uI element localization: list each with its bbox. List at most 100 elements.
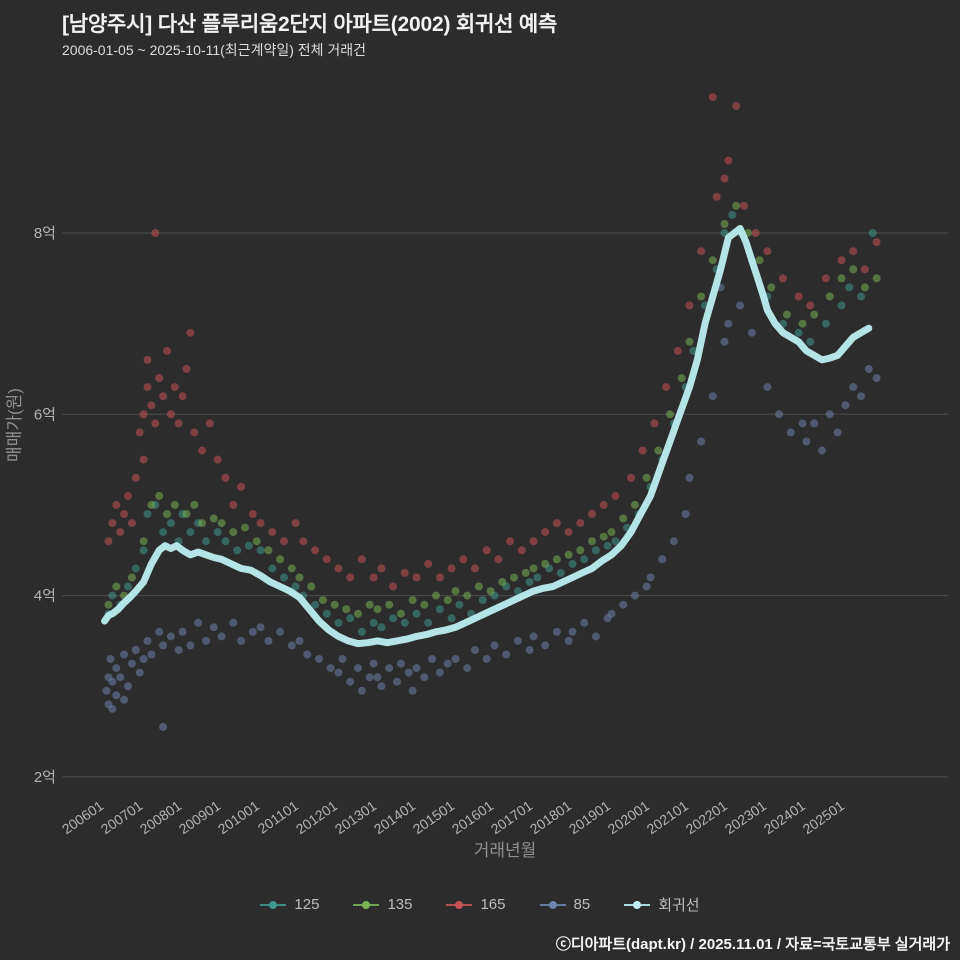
- scatter-point: [217, 519, 226, 528]
- scatter-point: [342, 605, 351, 614]
- scatter-point: [872, 274, 881, 283]
- scatter-point: [159, 392, 168, 401]
- scatter-point: [541, 559, 550, 568]
- scatter-point: [529, 564, 538, 573]
- scatter-point: [837, 301, 846, 310]
- scatter-point: [408, 686, 417, 695]
- scatter-point: [330, 600, 339, 609]
- scatter-point: [377, 682, 386, 691]
- scatter-point: [276, 627, 285, 636]
- scatter-point: [139, 537, 148, 546]
- x-tick-label: 201401: [371, 797, 419, 837]
- scatter-point: [135, 668, 144, 677]
- scatter-point: [841, 401, 850, 410]
- scatter-point: [619, 514, 628, 523]
- scatter-point: [143, 355, 152, 364]
- scatter-point: [334, 668, 343, 677]
- scatter-point: [611, 491, 620, 500]
- legend-item-125[interactable]: 125: [260, 896, 319, 913]
- scatter-point: [112, 664, 121, 673]
- footer-credit: ⓒ디아파트(dapt.kr) / 2025.11.01 / 자료=국토교통부 실…: [555, 936, 950, 953]
- legend-marker-icon: [624, 900, 651, 910]
- scatter-point: [412, 609, 421, 618]
- scatter-point: [420, 673, 429, 682]
- scatter-point: [510, 573, 518, 582]
- scatter-point: [159, 528, 168, 537]
- scatter-point: [588, 510, 596, 518]
- scatter-point: [669, 537, 678, 546]
- x-tick-label: 202101: [644, 797, 692, 837]
- scatter-point: [732, 201, 741, 210]
- scatter-point: [494, 555, 503, 564]
- legend-item-165[interactable]: 165: [446, 896, 506, 913]
- scatter-point: [591, 632, 600, 641]
- scatter-point: [334, 564, 343, 573]
- scatter-point: [654, 446, 663, 455]
- scatter-point: [794, 328, 803, 337]
- scatter-point: [139, 546, 148, 555]
- scatter-point: [108, 519, 117, 528]
- scatter-point: [471, 564, 479, 573]
- legend-label: 125: [294, 896, 320, 913]
- scatter-point: [264, 636, 273, 645]
- scatter-point: [424, 618, 433, 627]
- legend-label: 135: [387, 896, 413, 913]
- scatter-point: [295, 573, 304, 582]
- series-165: [104, 93, 881, 591]
- x-tick-label: 200701: [98, 797, 146, 837]
- scatter-point: [736, 301, 745, 310]
- scatter-point: [580, 555, 589, 564]
- scatter-point: [338, 655, 347, 663]
- chart-legend: 125 135 165 85 회귀선: [0, 894, 960, 915]
- legend-item-135[interactable]: 135: [353, 896, 412, 913]
- scatter-point: [588, 537, 596, 546]
- scatter-point: [849, 265, 858, 274]
- scatter-point: [108, 704, 117, 713]
- scatter-point: [521, 568, 530, 577]
- scatter-point: [354, 609, 362, 618]
- scatter-point: [400, 568, 409, 577]
- scatter-point: [299, 537, 308, 546]
- scatter-point: [120, 510, 129, 518]
- scatter-point: [106, 655, 115, 663]
- scatter-point: [666, 410, 674, 419]
- scatter-point: [396, 659, 405, 668]
- scatter-point: [252, 537, 261, 546]
- scatter-point: [763, 383, 772, 392]
- scatter-point: [860, 265, 869, 274]
- scatter-point: [568, 627, 577, 636]
- legend-item-85[interactable]: 85: [539, 896, 590, 913]
- scatter-point: [755, 256, 764, 265]
- scatter-point: [806, 337, 815, 346]
- scatter-point: [673, 346, 682, 355]
- scatter-point: [658, 555, 667, 564]
- scatter-point: [720, 337, 729, 346]
- scatter-point: [120, 695, 129, 704]
- scatter-point: [174, 419, 183, 428]
- scatter-point: [724, 156, 733, 165]
- scatter-point: [833, 428, 842, 437]
- scatter-point: [708, 93, 717, 102]
- scatter-point: [163, 510, 171, 518]
- scatter-point: [541, 528, 550, 537]
- legend-marker-icon: [353, 900, 380, 910]
- scatter-point: [568, 559, 577, 568]
- scatter-point: [728, 210, 737, 219]
- scatter-point: [365, 673, 374, 682]
- scatter-point: [447, 614, 456, 623]
- scatter-point: [124, 582, 132, 591]
- scatter-point: [482, 546, 491, 555]
- scatter-point: [619, 600, 628, 609]
- scatter-point: [354, 664, 362, 673]
- scatter-point: [357, 555, 366, 564]
- scatter-point: [821, 319, 830, 328]
- scatter-point: [209, 623, 218, 632]
- scatter-point: [102, 686, 111, 695]
- scatter-point: [424, 559, 433, 568]
- scatter-point: [720, 174, 729, 183]
- legend-item-회귀선[interactable]: 회귀선: [624, 894, 700, 915]
- scatter-point: [455, 600, 464, 609]
- x-tick-label: 202301: [722, 797, 770, 837]
- scatter-point: [194, 618, 203, 627]
- scatter-point: [264, 546, 273, 555]
